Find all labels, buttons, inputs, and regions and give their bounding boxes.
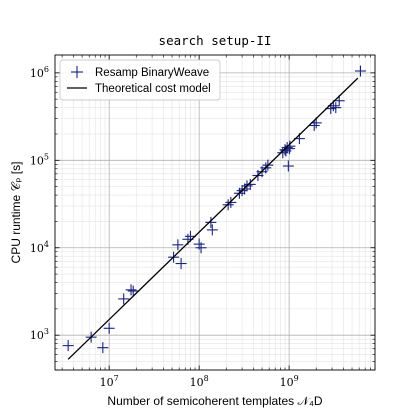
legend-box — [59, 59, 221, 101]
data-point-plus — [354, 65, 366, 77]
data-point-plus — [195, 242, 207, 254]
plot-frame — [54, 54, 376, 371]
data-point-plus — [127, 285, 139, 297]
legend-label: Theoretical cost model — [95, 83, 211, 95]
x-tick-label: 109 — [280, 374, 299, 389]
data-point-plus — [282, 160, 294, 172]
x-tick-label: 108 — [190, 374, 209, 389]
x-tick-label: 107 — [100, 374, 119, 389]
chart-title: search setup-II — [159, 33, 272, 48]
data-point-plus — [175, 258, 187, 270]
data-point-plus — [330, 102, 342, 114]
x-axis-label: Number of semicoherent templates 𝒩₄D — [107, 394, 322, 408]
y-tick-label: 106 — [30, 65, 49, 80]
series-layer — [62, 65, 366, 360]
legend-plus-icon — [71, 66, 83, 78]
data-point-plus — [62, 340, 74, 352]
data-point-plus — [103, 322, 115, 334]
data-point-plus — [205, 216, 217, 228]
data-point-plus — [244, 178, 256, 190]
data-point-plus — [239, 183, 251, 195]
data-point-plus — [118, 293, 130, 305]
data-point-plus — [284, 140, 296, 152]
y-axis-label: CPU runtime 𝒞ₚ [s] — [9, 162, 23, 264]
axis-ticks: 107 108 109 103 104 105 106 — [30, 55, 376, 389]
legend-label: Resamp BinaryWeave — [95, 67, 209, 79]
data-point-plus — [277, 147, 289, 159]
data-point-plus — [308, 120, 320, 132]
data-point-plus — [125, 284, 137, 296]
y-tick-label: 104 — [30, 240, 49, 255]
data-point-plus — [97, 342, 109, 354]
y-tick-label: 105 — [30, 152, 49, 167]
series-line-theoretical-cost-model — [67, 77, 359, 360]
legend: Resamp BinaryWeave Theoretical cost model — [59, 59, 221, 101]
data-point-plus — [172, 239, 184, 251]
data-point-plus — [225, 196, 237, 208]
data-point-plus — [206, 224, 218, 236]
y-tick-label: 103 — [30, 327, 49, 342]
